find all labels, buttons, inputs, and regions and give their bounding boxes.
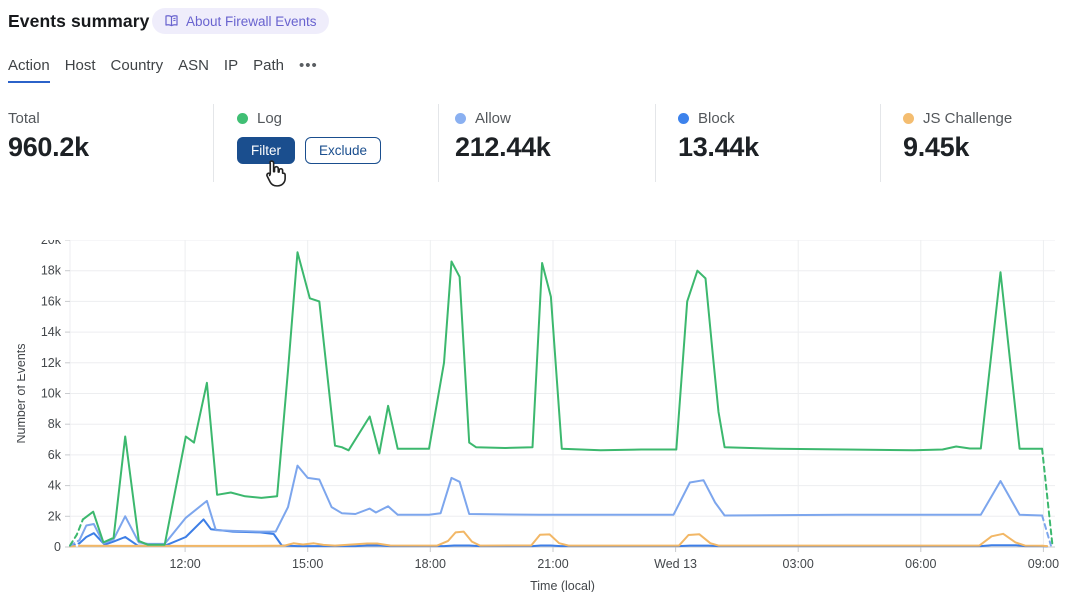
series-js-challenge-dashed [1041,544,1052,548]
series-log-line [81,251,1044,546]
stat-label-allow: Allow [475,110,511,127]
stats-divider [655,104,656,182]
tab-host[interactable]: Host [64,57,96,74]
x-tick-label: 09:00 [1028,557,1059,571]
legend-dot-block [678,113,689,124]
stat-value-block: 13.44k [678,132,759,162]
stat-column-total: Total 960.2k [8,110,89,163]
y-tick-label: 6k [48,448,62,462]
tab-path[interactable]: Path [253,57,284,74]
dimension-tabs: Action Host Country ASN IP Path ••• [8,57,318,83]
y-tick-label: 14k [41,325,62,339]
y-tick-label: 20k [41,240,62,247]
tabs-more-button[interactable]: ••• [298,57,318,74]
about-firewall-events-badge[interactable]: About Firewall Events [152,8,329,34]
stats-divider [213,104,214,182]
y-tick-label: 2k [48,509,62,523]
events-chart: 12:00 15:00 18:00 21:00 Wed 13 03:00 06:00 09:0… [17,240,1059,592]
x-tick-label: 15:00 [292,557,323,571]
filter-button[interactable]: Filter [237,137,295,164]
series-js-challenge-dashed [69,544,81,548]
y-tick-label: 8k [48,417,62,431]
series-allow-dashed [1041,514,1052,547]
x-tick-label: 21:00 [537,557,568,571]
stat-column-js-challenge: JS Challenge 9.45k [903,110,1012,163]
stat-column-log: Log Filter Exclude [237,110,382,164]
stat-value-total: 960.2k [8,132,89,162]
exclude-button[interactable]: Exclude [305,137,382,164]
legend-dot-allow [455,113,466,124]
about-badge-label: About Firewall Events [186,13,317,29]
book-icon [165,15,178,27]
stat-value-js-challenge: 9.45k [903,132,970,162]
stats-divider [880,104,881,182]
x-tick-label: 18:00 [415,557,446,571]
stats-divider [438,104,439,182]
x-tick-label: 03:00 [783,557,814,571]
x-tick-label: 12:00 [169,557,200,571]
tab-asn[interactable]: ASN [178,57,209,74]
cursor-pointer-icon [266,160,286,187]
y-axis-title: Number of Events [17,343,28,443]
y-tick-label: 0 [54,540,61,554]
series-js-challenge-line [78,530,1044,547]
stat-column-block: Block 13.44k [678,110,759,163]
stat-label-js-challenge: JS Challenge [923,110,1013,127]
tab-action[interactable]: Action [8,57,50,83]
tab-ip[interactable]: IP [223,57,239,74]
x-tick-label: Wed 13 [654,557,697,571]
tab-country[interactable]: Country [110,57,164,74]
y-tick-label: 10k [41,387,62,401]
legend-dot-log [237,113,248,124]
stat-column-allow: Allow 212.44k [455,110,551,163]
stat-label-total: Total [8,110,40,127]
stat-label-log: Log [257,110,283,127]
series-block-line [78,518,1044,548]
series-log-dashed [1041,447,1054,545]
page-title: Events summary [8,11,150,31]
stat-value-allow: 212.44k [455,132,551,162]
x-tick-label: 06:00 [905,557,936,571]
x-axis-title: Time (local) [530,579,595,592]
series-log-dashed [69,518,84,547]
y-tick-label: 18k [41,264,62,278]
legend-dot-js-challenge [903,113,914,124]
y-tick-label: 4k [48,479,62,493]
stat-label-block: Block [698,110,735,127]
y-tick-label: 16k [41,294,62,308]
y-tick-label: 12k [41,356,62,370]
series-allow-line [78,464,1044,545]
